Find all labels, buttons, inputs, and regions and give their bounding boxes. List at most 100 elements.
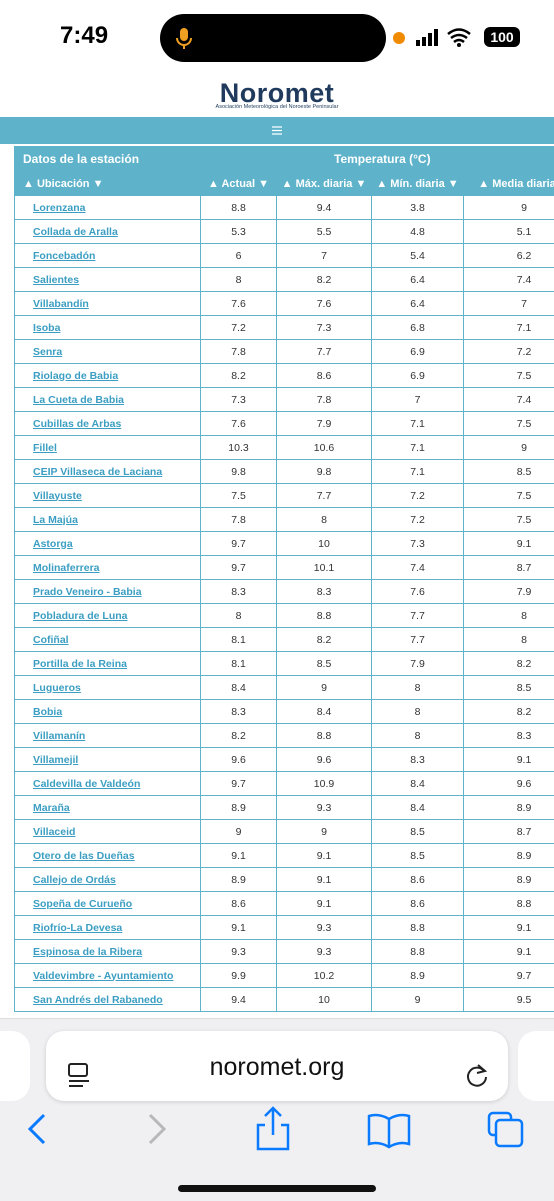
station-cell: Cofiñal — [15, 628, 201, 652]
value-cell: 7.4 — [464, 388, 554, 412]
nav-icons — [0, 1105, 554, 1201]
value-cell: 8.9 — [464, 844, 554, 868]
value-cell: 8.3 — [372, 748, 464, 772]
station-link[interactable]: Portilla de la Reina — [33, 658, 127, 670]
value-cell: 7.6 — [372, 580, 464, 604]
station-link[interactable]: Villamejil — [33, 754, 78, 766]
station-link[interactable]: Cofiñal — [33, 634, 69, 646]
station-link[interactable]: Pobladura de Luna — [33, 610, 128, 622]
station-link[interactable]: Villabandín — [33, 298, 89, 310]
station-link[interactable]: Molinaferrera — [33, 562, 100, 574]
station-link[interactable]: San Andrés del Rabanedo — [33, 994, 163, 1006]
station-link[interactable]: Valdevimbre - Ayuntamiento — [33, 970, 173, 982]
value-cell: 8.8 — [372, 916, 464, 940]
station-link[interactable]: Cubillas de Arbas — [33, 418, 121, 430]
value-cell: 8.9 — [464, 868, 554, 892]
value-cell: 9.4 — [277, 196, 372, 220]
station-link[interactable]: Villayuste — [33, 490, 82, 502]
value-cell: 7.8 — [201, 340, 277, 364]
station-link[interactable]: Collada de Aralla — [33, 226, 118, 238]
value-cell: 8.2 — [277, 628, 372, 652]
tabs-button[interactable] — [489, 1113, 522, 1146]
menu-bar[interactable] — [0, 117, 554, 144]
station-link[interactable]: Senra — [33, 346, 62, 358]
island-icons — [160, 14, 386, 62]
station-link[interactable]: Maraña — [33, 802, 70, 814]
station-link[interactable]: Espinosa de la Ribera — [33, 946, 142, 958]
station-link[interactable]: Caldevilla de Valdeón — [33, 778, 140, 790]
value-cell: 8.8 — [277, 604, 372, 628]
value-cell: 4.8 — [372, 220, 464, 244]
value-cell: 9.1 — [464, 940, 554, 964]
station-link[interactable]: Isoba — [33, 322, 60, 334]
value-cell: 7.3 — [277, 316, 372, 340]
station-link[interactable]: Lorenzana — [33, 202, 86, 214]
station-link[interactable]: Bobia — [33, 706, 62, 718]
tab-preview[interactable] — [0, 1031, 30, 1101]
value-cell: 8.8 — [372, 940, 464, 964]
value-cell: 7.8 — [277, 388, 372, 412]
value-cell: 8.2 — [201, 364, 277, 388]
value-cell: 8.4 — [372, 796, 464, 820]
reload-icon[interactable] — [464, 1063, 490, 1089]
station-link[interactable]: Foncebadón — [33, 250, 95, 262]
station-link[interactable]: Sopeña de Curueño — [33, 898, 132, 910]
station-link[interactable]: Riofrío-La Devesa — [33, 922, 122, 934]
station-link[interactable]: Callejo de Ordás — [33, 874, 116, 886]
station-link[interactable]: Otero de las Dueñas — [33, 850, 135, 862]
station-cell: Senra — [15, 340, 201, 364]
menu-icon[interactable] — [272, 126, 282, 135]
value-cell: 7.8 — [201, 508, 277, 532]
station-cell: Astorga — [15, 532, 201, 556]
station-cell: Villamanín — [15, 724, 201, 748]
station-link[interactable]: Fillel — [33, 442, 57, 454]
station-cell: Portilla de la Reina — [15, 652, 201, 676]
column-header[interactable]: ▲ Máx. diaria ▼ — [277, 172, 372, 196]
value-cell: 7.5 — [201, 484, 277, 508]
tab-preview[interactable] — [518, 1031, 554, 1101]
bookmarks-button[interactable] — [369, 1115, 409, 1147]
station-link[interactable]: Riolago de Babia — [33, 370, 118, 382]
address-bar[interactable]: noromet.org — [46, 1031, 508, 1101]
value-cell: 9.3 — [277, 940, 372, 964]
station-cell: Valdevimbre - Ayuntamiento — [15, 964, 201, 988]
value-cell: 8.9 — [464, 796, 554, 820]
station-link[interactable]: La Majúa — [33, 514, 78, 526]
back-button[interactable] — [30, 1115, 44, 1143]
value-cell: 9.7 — [201, 532, 277, 556]
value-cell: 7.4 — [464, 268, 554, 292]
station-link[interactable]: Prado Veneiro - Babia — [33, 586, 142, 598]
station-link[interactable]: Astorga — [33, 538, 73, 550]
value-cell: 7.1 — [372, 460, 464, 484]
station-link[interactable]: La Cueta de Babia — [33, 394, 124, 406]
value-cell: 8 — [372, 724, 464, 748]
station-cell: Riofrío-La Devesa — [15, 916, 201, 940]
column-header[interactable]: ▲ Mín. diaria ▼ — [372, 172, 464, 196]
value-cell: 8.9 — [201, 796, 277, 820]
value-cell: 8.9 — [201, 868, 277, 892]
url[interactable]: noromet.org — [46, 1053, 508, 1082]
column-header[interactable]: ▲ Actual ▼ — [201, 172, 277, 196]
column-header[interactable]: ▲ Media diaria ▼ — [464, 172, 554, 196]
station-link[interactable]: Salientes — [33, 274, 79, 286]
share-button[interactable] — [258, 1108, 288, 1149]
station-link[interactable]: Villaceid — [33, 826, 75, 838]
value-cell: 8.1 — [201, 652, 277, 676]
value-cell: 9.9 — [201, 964, 277, 988]
value-cell: 9.8 — [277, 460, 372, 484]
forward-button[interactable] — [150, 1115, 164, 1143]
station-link[interactable]: Villamanín — [33, 730, 85, 742]
station-link[interactable]: CEIP Villaseca de Laciana — [33, 466, 162, 478]
station-cell: Riolago de Babia — [15, 364, 201, 388]
station-cell: Villamejil — [15, 748, 201, 772]
station-link[interactable]: Lugueros — [33, 682, 81, 694]
column-header[interactable]: ▲ Ubicación ▼ — [15, 172, 201, 196]
value-cell: 8.5 — [464, 460, 554, 484]
value-cell: 10.1 — [277, 556, 372, 580]
